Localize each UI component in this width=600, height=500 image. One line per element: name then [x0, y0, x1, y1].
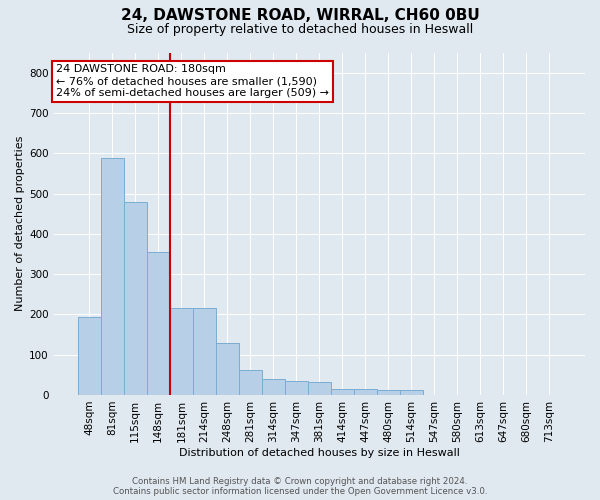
Bar — [193, 308, 216, 395]
Bar — [331, 388, 354, 395]
Bar — [101, 158, 124, 395]
Bar — [354, 389, 377, 395]
Bar — [124, 202, 147, 395]
Bar — [400, 390, 423, 395]
Text: Size of property relative to detached houses in Heswall: Size of property relative to detached ho… — [127, 22, 473, 36]
Text: 24 DAWSTONE ROAD: 180sqm
← 76% of detached houses are smaller (1,590)
24% of sem: 24 DAWSTONE ROAD: 180sqm ← 76% of detach… — [56, 64, 329, 98]
Bar — [308, 382, 331, 395]
Bar — [262, 379, 285, 395]
Text: 24, DAWSTONE ROAD, WIRRAL, CH60 0BU: 24, DAWSTONE ROAD, WIRRAL, CH60 0BU — [121, 8, 479, 22]
Bar — [147, 252, 170, 395]
Bar — [216, 342, 239, 395]
Bar — [170, 308, 193, 395]
Bar — [285, 381, 308, 395]
Bar — [239, 370, 262, 395]
Text: Contains HM Land Registry data © Crown copyright and database right 2024.
Contai: Contains HM Land Registry data © Crown c… — [113, 476, 487, 496]
Bar — [78, 317, 101, 395]
Bar — [377, 390, 400, 395]
X-axis label: Distribution of detached houses by size in Heswall: Distribution of detached houses by size … — [179, 448, 460, 458]
Y-axis label: Number of detached properties: Number of detached properties — [15, 136, 25, 312]
